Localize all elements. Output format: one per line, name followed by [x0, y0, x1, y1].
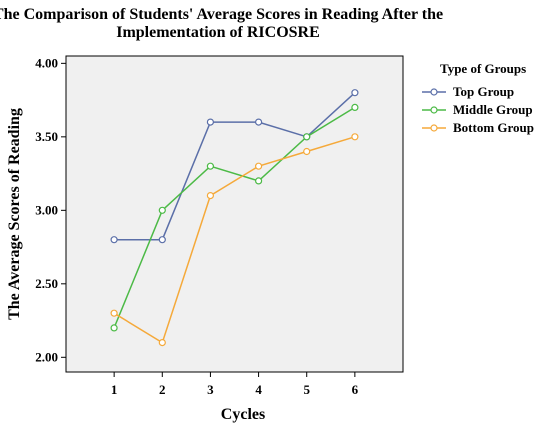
legend-label: Top Group	[453, 84, 514, 99]
data-point-middle-group	[351, 103, 359, 112]
legend-marker	[430, 88, 438, 96]
legend: Type of Groups Top Group Middle Group Bott…	[422, 61, 534, 135]
legend-label: Bottom Group	[453, 120, 534, 135]
data-point-middle-group	[158, 206, 166, 214]
data-point-top-group	[110, 236, 118, 244]
series-line-bottom-group	[113, 136, 356, 344]
y-tick-label: 2.00	[35, 349, 58, 364]
legend-label: Middle Group	[453, 102, 533, 117]
series-line-top-group	[114, 92, 356, 241]
legend-title: Type of Groups	[440, 61, 526, 76]
y-axis-label: The Average Scores of Reading	[6, 108, 23, 320]
data-point-middle-group	[206, 162, 214, 170]
x-tick-label: 5	[303, 382, 310, 397]
data-point-bottom-group	[206, 192, 214, 200]
x-tick-label: 6	[352, 382, 359, 397]
plot-area	[65, 55, 404, 373]
y-tick-label: 3.00	[35, 202, 58, 217]
y-tick-label: 4.00	[35, 55, 58, 70]
data-point-middle-group	[303, 133, 311, 141]
data-point-bottom-group	[303, 147, 311, 156]
data-point-middle-group	[255, 177, 263, 185]
y-axis: 2.00 2.50 3.00 3.50 4.00	[35, 55, 66, 364]
data-point-bottom-group	[255, 162, 263, 170]
legend-marker	[430, 124, 438, 132]
data-point-top-group	[351, 89, 359, 97]
x-axis: 1 2 3 4 5 6	[111, 372, 359, 397]
legend-marker	[430, 106, 438, 114]
x-tick-label: 1	[111, 382, 118, 397]
x-tick-label: 2	[159, 382, 166, 397]
x-axis-label: Cycles	[221, 406, 265, 423]
data-point-bottom-group	[351, 133, 359, 141]
x-tick-label: 3	[207, 382, 214, 397]
y-tick-label: 3.50	[35, 129, 58, 144]
series-line-middle-group	[113, 106, 356, 329]
data-point-top-group	[255, 118, 263, 126]
chart-title-line-2: Implementation of RICOSRE	[116, 24, 320, 41]
series-layer	[110, 89, 359, 347]
data-point-bottom-group	[110, 309, 118, 317]
x-tick-label: 4	[255, 382, 262, 397]
chart-title-line-1: The Comparison of Students' Average Scor…	[0, 6, 443, 23]
data-point-bottom-group	[158, 339, 166, 347]
data-point-middle-group	[110, 324, 118, 332]
data-point-top-group	[206, 118, 214, 126]
data-point-top-group	[158, 236, 166, 244]
y-tick-label: 2.50	[35, 276, 58, 291]
